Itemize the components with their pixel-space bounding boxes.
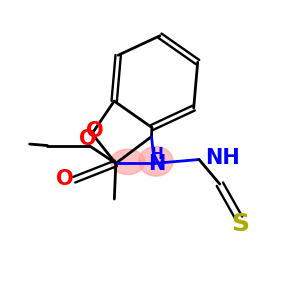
- Text: O: O: [86, 121, 104, 141]
- Text: NH: NH: [206, 148, 240, 168]
- Text: S: S: [232, 212, 250, 236]
- Text: N: N: [148, 154, 166, 174]
- Text: O: O: [79, 129, 96, 149]
- Ellipse shape: [111, 149, 145, 175]
- Ellipse shape: [139, 146, 173, 176]
- Text: H: H: [151, 147, 163, 162]
- Text: O: O: [56, 169, 74, 189]
